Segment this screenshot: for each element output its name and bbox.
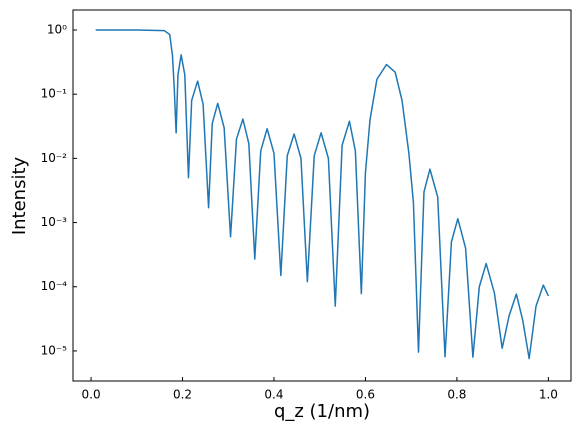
- y-tick-label: 10⁻²: [41, 151, 68, 165]
- x-tick-label: 0.6: [356, 388, 375, 402]
- x-axis-title: q_z (1/nm): [274, 401, 370, 422]
- x-tick-label: 0.4: [264, 388, 283, 402]
- y-axis-title: Intensity: [9, 156, 30, 235]
- x-tick-label: 1.0: [539, 388, 558, 402]
- y-tick-label: 10⁻¹: [41, 87, 68, 101]
- y-tick-label: 10⁻⁴: [41, 279, 68, 293]
- x-tick-label: 0.8: [447, 388, 466, 402]
- y-tick-label: 10⁰: [47, 23, 67, 37]
- plot-frame: [72, 9, 572, 382]
- y-tick-label: 10⁻³: [41, 215, 68, 229]
- x-tick-label: 0.0: [82, 388, 101, 402]
- x-tick-label: 0.2: [173, 388, 192, 402]
- y-tick-label: 10⁻⁵: [41, 343, 68, 357]
- data-line: [95, 29, 550, 360]
